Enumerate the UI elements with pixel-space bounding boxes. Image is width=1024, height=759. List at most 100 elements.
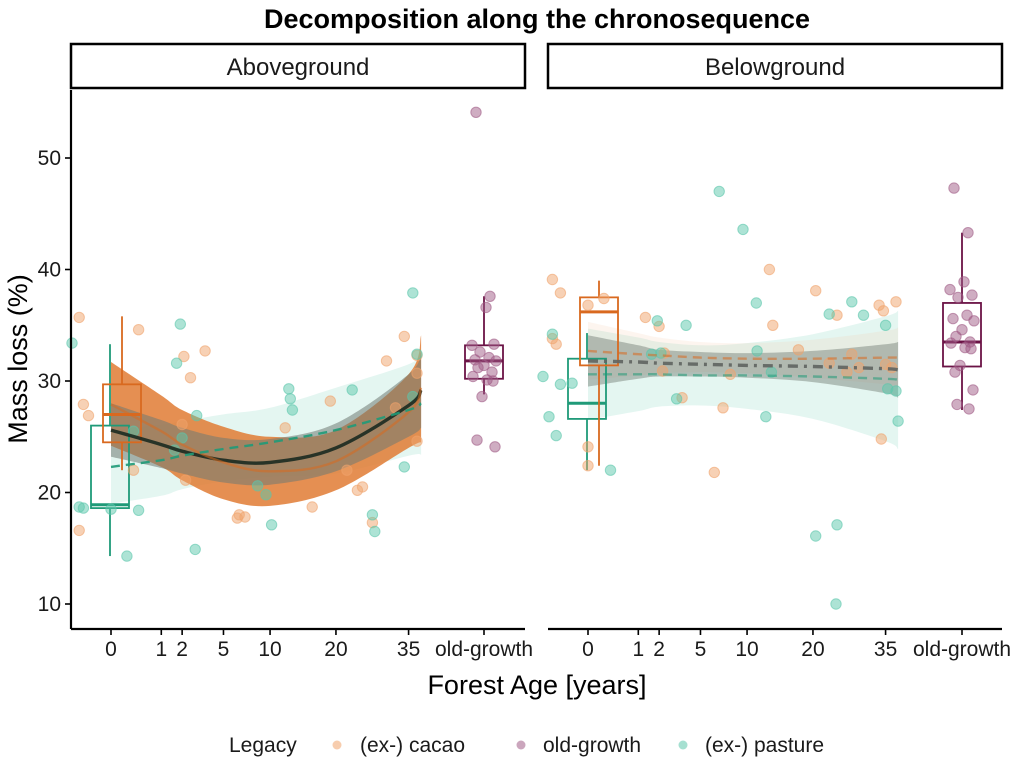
data-point <box>77 502 90 514</box>
legend: Legacy (ex-) cacao old-growth (ex-) past… <box>229 734 824 757</box>
data-point <box>82 409 95 422</box>
x-tick-label: 2 <box>653 638 665 661</box>
panel-aboveground <box>66 106 504 562</box>
data-point <box>890 385 902 397</box>
x-axis-title: Forest Age [years] <box>427 670 646 700</box>
points-old-growth <box>466 106 502 453</box>
x-tick-label: 2 <box>176 638 188 661</box>
data-point <box>284 393 296 405</box>
data-point <box>189 543 201 556</box>
data-point <box>554 287 567 299</box>
fit-line-overall <box>587 359 899 372</box>
fit-line-overall <box>110 388 423 465</box>
data-point <box>487 375 499 387</box>
data-point <box>174 318 187 330</box>
y-axis-title: Mass loss (%) <box>3 274 33 444</box>
data-point <box>598 292 610 305</box>
data-point <box>967 384 979 396</box>
data-point <box>366 509 379 521</box>
data-point <box>471 434 483 446</box>
data-point <box>948 182 960 194</box>
data-point <box>846 296 858 308</box>
panel-belowground <box>537 182 982 610</box>
ribbon-ex-pasture <box>588 310 899 449</box>
data-point <box>968 315 980 327</box>
fit-line-ex-cacao <box>587 349 899 361</box>
data-point <box>639 311 652 324</box>
data-point <box>945 337 957 349</box>
boxplot-ex-cacao <box>102 316 142 471</box>
data-point <box>283 383 295 395</box>
legend-key-pasture <box>678 740 688 750</box>
x-tick-label: 35 <box>874 638 897 661</box>
data-point <box>582 299 594 311</box>
data-point <box>767 319 779 331</box>
data-point <box>466 339 478 351</box>
data-point <box>717 402 729 414</box>
data-point <box>582 460 594 472</box>
data-point <box>398 461 410 473</box>
data-point <box>73 311 85 324</box>
data-point <box>265 519 278 531</box>
data-point <box>411 367 423 379</box>
y-tick-label: 40 <box>38 259 61 282</box>
data-point <box>132 324 145 336</box>
data-point <box>846 348 858 360</box>
x-tick-label: 5 <box>695 638 707 661</box>
data-point <box>346 384 358 396</box>
data-point <box>176 432 188 444</box>
data-point <box>537 370 549 383</box>
data-point <box>750 297 762 309</box>
data-point <box>306 501 318 513</box>
points-ex-pasture <box>537 185 904 610</box>
legend-entry-pasture: (ex-) pasture <box>678 734 824 757</box>
data-point <box>73 524 85 537</box>
fit-line-ex-cacao <box>110 387 423 473</box>
x-tick-label: old-growth <box>913 638 1011 661</box>
data-point <box>879 319 892 331</box>
data-point <box>947 312 959 325</box>
data-point <box>170 357 183 369</box>
data-point <box>760 411 772 423</box>
legend-label: (ex-) cacao <box>360 734 465 757</box>
data-point <box>239 511 251 523</box>
data-point <box>550 429 562 442</box>
x-tick-label: old-growth <box>435 638 533 661</box>
data-point <box>670 393 683 405</box>
data-point <box>398 330 410 343</box>
legend-key-cacao <box>332 740 342 750</box>
data-point <box>890 296 902 308</box>
data-point <box>472 361 484 374</box>
data-point <box>713 185 725 198</box>
data-point <box>341 464 353 476</box>
data-point <box>962 227 974 239</box>
data-point <box>792 344 805 356</box>
x-tick-label: 1 <box>632 638 644 661</box>
strip-label: Aboveground <box>227 54 370 81</box>
data-point <box>490 355 502 367</box>
data-point <box>830 598 842 610</box>
x-tick-label: 10 <box>258 638 281 661</box>
data-point <box>105 503 117 515</box>
data-point <box>356 481 369 493</box>
data-point <box>651 315 663 327</box>
data-point <box>77 398 90 411</box>
data-point <box>763 263 776 276</box>
legend-label: (ex-) pasture <box>705 734 824 757</box>
data-point <box>191 409 203 422</box>
y-tick-label: 20 <box>38 482 61 505</box>
strip-belowground: Belowground <box>546 42 1004 90</box>
data-point <box>127 464 140 476</box>
data-point <box>708 466 720 479</box>
strip-box <box>546 42 1004 90</box>
data-point <box>476 390 488 403</box>
box <box>567 357 607 420</box>
legend-title: Legacy <box>229 734 297 757</box>
points-ex-pasture <box>66 287 423 562</box>
data-point <box>176 418 188 431</box>
data-point <box>260 489 272 501</box>
data-point <box>199 345 211 357</box>
data-point <box>737 223 749 236</box>
x-tick-label: 0 <box>105 638 117 661</box>
